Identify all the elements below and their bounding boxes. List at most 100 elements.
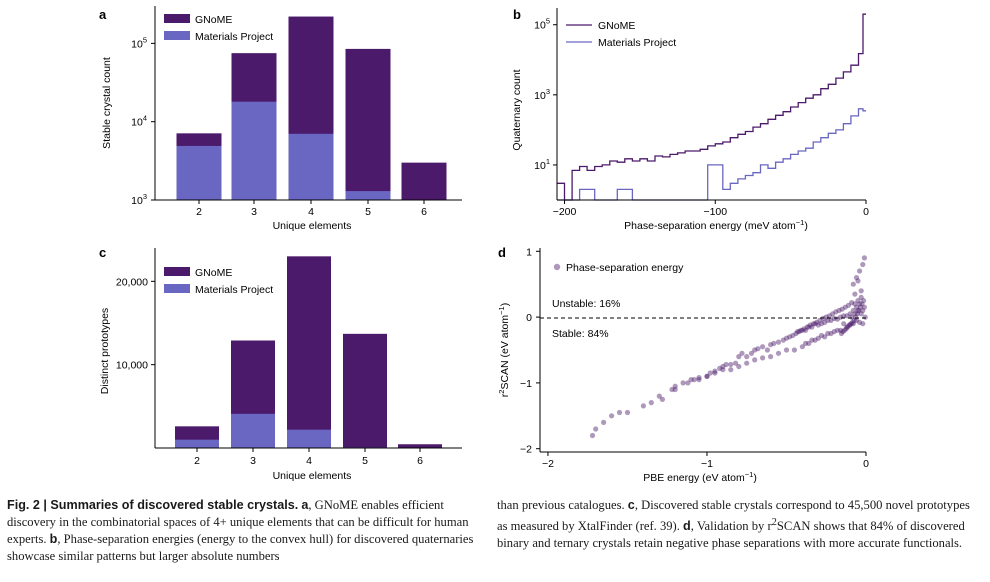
- scatter-point: [696, 375, 702, 381]
- caption-text: , Discovered stable crystals correspond …: [497, 498, 970, 534]
- scatter-point: [807, 322, 813, 328]
- panel-b-y-ticks: 101 103 105: [534, 17, 557, 172]
- caption-title: Fig. 2 | Summaries of discovered stable …: [7, 498, 299, 512]
- panel-a: a 103 104 105 2 3 4 5 6 Stable crystal count U…: [99, 6, 462, 232]
- x-tick-label: −200: [553, 206, 577, 218]
- scatter-point: [589, 432, 596, 439]
- scatter-point: [858, 288, 864, 294]
- scatter-point: [739, 350, 745, 356]
- y-tick-label: −1: [520, 378, 532, 390]
- scatter-point: [748, 350, 755, 356]
- panel-d-ylabel: r2SCAN (eV atom−1): [497, 303, 511, 397]
- scatter-point: [830, 311, 836, 317]
- scatter-point: [846, 322, 852, 328]
- scatter-point: [696, 377, 702, 383]
- x-tick-label: 4: [306, 455, 312, 467]
- scatter-point: [717, 365, 723, 371]
- scatter-point: [783, 335, 790, 341]
- scatter-point: [801, 326, 807, 332]
- panel-a-x-ticks: 2 3 4 5 6: [196, 200, 427, 218]
- bar-gnome-5: [345, 48, 391, 200]
- scatter-point: [812, 337, 818, 343]
- panel-b-lines: [557, 13, 866, 201]
- bar-materials-project-5: [345, 191, 391, 200]
- scatter-point: [854, 311, 860, 317]
- scatter-point: [848, 321, 854, 327]
- x-tick-label: 2: [196, 206, 202, 218]
- scatter-point: [764, 347, 771, 353]
- right-sup: 2: [771, 517, 777, 528]
- bar-materials-project-3: [231, 101, 277, 200]
- scatter-point: [803, 340, 809, 346]
- scatter-point: [850, 307, 856, 314]
- scatter-point: [861, 304, 868, 310]
- scatter-point: [843, 326, 849, 332]
- bar-materials-project-4: [288, 133, 334, 200]
- scatter-point: [648, 400, 654, 406]
- y-tick-label: −2: [520, 444, 532, 456]
- stable-label: Stable: 84%: [552, 328, 609, 340]
- x-tick-label: 2: [194, 455, 200, 467]
- panel-d-legend: Phase-separation energy: [553, 262, 684, 274]
- x-tick-label: 3: [250, 455, 256, 467]
- panel-a-xlabel: Unique elements: [273, 220, 352, 232]
- scatter-point: [818, 332, 825, 339]
- scatter-point: [815, 335, 821, 341]
- scatter-point: [852, 311, 858, 317]
- bar-gnome-6: [398, 444, 442, 448]
- scatter-point: [809, 337, 815, 343]
- y-tick-label: 1: [526, 246, 532, 258]
- scatter-point: [822, 319, 828, 325]
- x-tick-label: 5: [365, 206, 371, 218]
- scatter-point: [853, 317, 860, 323]
- scatter-point: [810, 321, 817, 327]
- scatter-point: [812, 321, 818, 327]
- y-tick-label: 10,000: [116, 360, 148, 372]
- scatter-point: [845, 302, 852, 308]
- scatter-point: [775, 350, 782, 356]
- panel-a-legend: GNoME Materials Project: [164, 14, 273, 43]
- bar-gnome-6: [401, 162, 447, 200]
- panel-d-xlabel: PBE energy (eV atom−1): [643, 470, 757, 484]
- bar-materials-project-3: [231, 413, 275, 448]
- scatter-point: [850, 281, 856, 287]
- panel-d-x-ticks: −2 −1 0: [542, 452, 869, 470]
- scatter-point: [857, 304, 864, 310]
- scatter-point: [799, 344, 806, 350]
- y-tick-label: 101: [534, 157, 550, 172]
- caption-panel-ref: b: [49, 532, 58, 546]
- scatter-point: [736, 363, 742, 370]
- scatter-point: [672, 386, 678, 393]
- scatter-point: [790, 332, 796, 339]
- scatter-point: [859, 301, 865, 307]
- scatter-point: [624, 409, 631, 416]
- scatter-point: [841, 327, 848, 333]
- scatter-point: [847, 311, 853, 317]
- y-tick-label: 105: [131, 35, 147, 50]
- scatter-point: [842, 304, 848, 310]
- panel-b-letter: b: [513, 7, 521, 22]
- panel-b: b 101 103 105 −200 −100 0 Quaternary count P…: [511, 7, 869, 232]
- scatter-point: [752, 347, 758, 353]
- scatter-point: [691, 377, 697, 383]
- scatter-point: [815, 322, 821, 328]
- panel-c-ylabel: Distinct prototypes: [99, 308, 111, 394]
- caption-text: SCAN shows that 84% of discovered binary…: [497, 519, 965, 551]
- bar-materials-project-4: [287, 429, 331, 448]
- scatter-point: [806, 324, 812, 330]
- panel-a-ylabel: Stable crystal count: [101, 57, 113, 149]
- scatter-point: [841, 321, 847, 327]
- scatter-point: [768, 342, 774, 348]
- scatter-point: [712, 368, 718, 374]
- x-tick-label: 6: [417, 455, 423, 467]
- scatter-point: [850, 321, 856, 327]
- scatter-point: [780, 337, 786, 343]
- scatter-point: [795, 329, 801, 335]
- scatter-point: [799, 327, 806, 333]
- scatter-point: [728, 361, 734, 368]
- scatter-point: [840, 329, 846, 335]
- scatter-point: [712, 370, 718, 376]
- scatter-point: [855, 307, 861, 314]
- legend-label-gnome: GNoME: [598, 20, 635, 32]
- panel-c-bars: [175, 256, 442, 448]
